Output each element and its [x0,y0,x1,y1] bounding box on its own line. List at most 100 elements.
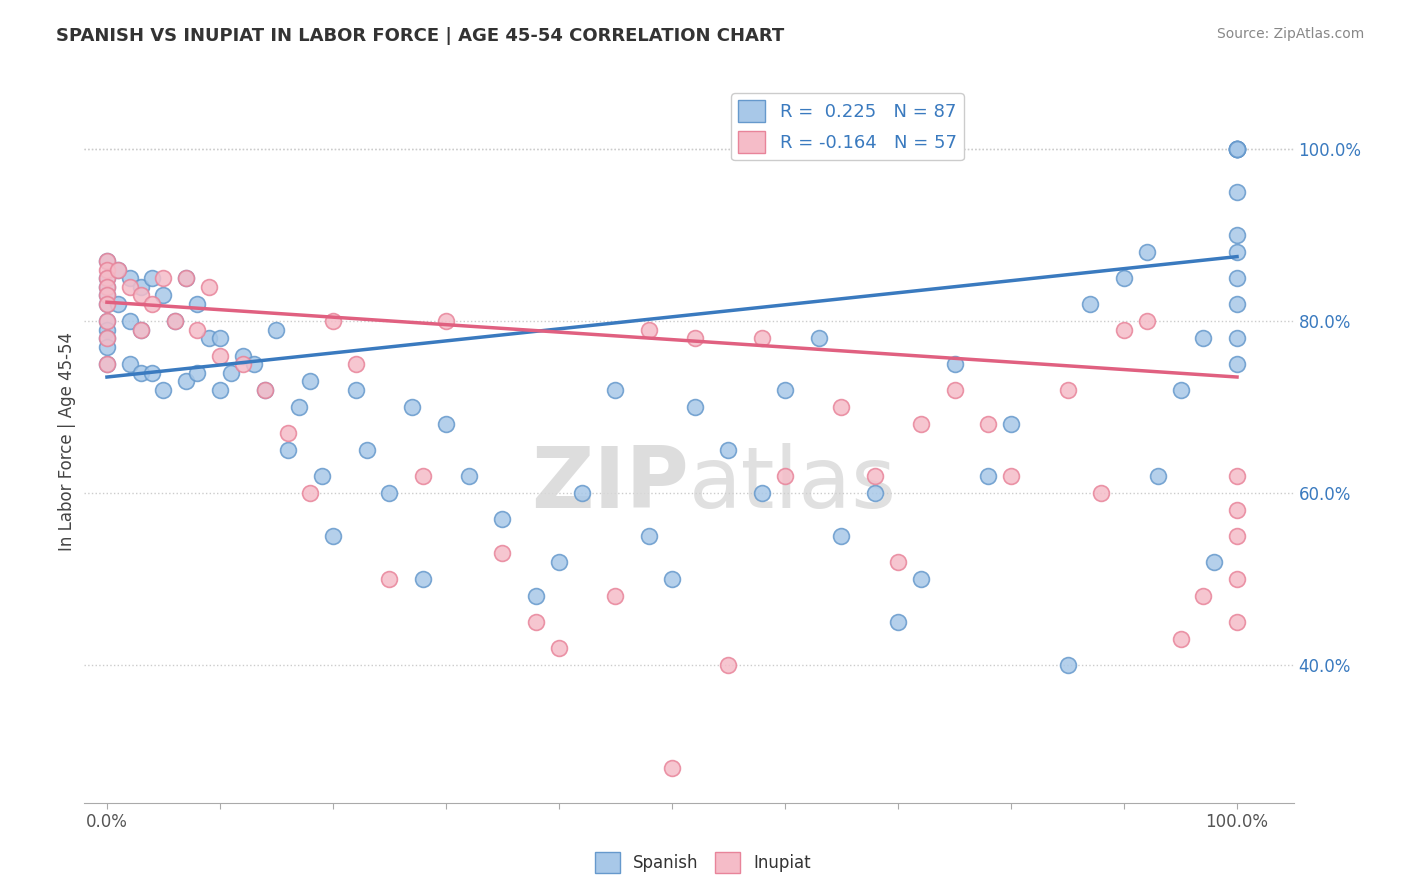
Point [107,262,129,277]
Point [683,400,706,414]
Point [977,417,1000,432]
Point [96,253,118,268]
Point [96,314,118,328]
Point [356,443,378,458]
Point [548,555,571,569]
Point [107,262,129,277]
Text: SPANISH VS INUPIAT IN LABOR FORCE | AGE 45-54 CORRELATION CHART: SPANISH VS INUPIAT IN LABOR FORCE | AGE … [56,27,785,45]
Point [524,590,547,604]
Point [96,331,118,345]
Point [773,469,796,483]
Point [1226,572,1249,586]
Point [288,400,311,414]
Point [219,366,242,380]
Point [96,271,118,285]
Point [96,279,118,293]
Point [1056,658,1078,673]
Point [434,314,457,328]
Point [322,529,344,543]
Point [1226,297,1249,311]
Point [96,271,118,285]
Point [1204,555,1226,569]
Point [412,572,434,586]
Point [865,469,887,483]
Point [96,357,118,371]
Point [1056,383,1078,397]
Point [299,375,322,389]
Point [152,288,174,302]
Point [751,486,773,500]
Point [254,383,277,397]
Point [1226,271,1249,285]
Point [118,271,141,285]
Text: Source: ZipAtlas.com: Source: ZipAtlas.com [1216,27,1364,41]
Point [141,366,163,380]
Point [1170,383,1192,397]
Point [977,469,1000,483]
Point [1226,142,1249,156]
Point [571,486,593,500]
Point [243,357,266,371]
Point [683,331,706,345]
Point [807,331,830,345]
Point [1170,632,1192,647]
Point [96,262,118,277]
Point [163,314,186,328]
Point [174,375,197,389]
Point [1226,245,1249,260]
Point [1226,615,1249,630]
Point [1226,142,1249,156]
Point [378,486,401,500]
Point [1112,271,1135,285]
Point [344,383,367,397]
Point [1136,245,1159,260]
Point [751,331,773,345]
Point [661,572,683,586]
Point [152,271,174,285]
Point [141,271,163,285]
Point [96,288,118,302]
Point [661,761,683,775]
Point [910,417,932,432]
Point [491,546,513,560]
Point [887,555,910,569]
Point [638,323,661,337]
Point [1226,503,1249,517]
Point [299,486,322,500]
Point [1226,185,1249,199]
Point [118,314,141,328]
Point [605,383,627,397]
Point [129,288,152,302]
Point [1226,469,1249,483]
Point [1000,417,1022,432]
Point [208,331,231,345]
Point [524,615,547,630]
Point [1226,357,1249,371]
Text: atlas: atlas [689,443,897,526]
Point [1136,314,1159,328]
Point [96,297,118,311]
Point [638,529,661,543]
Point [717,658,740,673]
Point [943,357,966,371]
Point [434,417,457,432]
Point [163,314,186,328]
Point [1000,469,1022,483]
Point [831,529,853,543]
Point [232,357,254,371]
Point [344,357,367,371]
Point [208,383,231,397]
Point [129,323,152,337]
Point [1078,297,1101,311]
Point [96,288,118,302]
Point [910,572,932,586]
Point [96,323,118,337]
Point [1192,590,1215,604]
Legend: Spanish, Inupiat: Spanish, Inupiat [588,846,818,880]
Point [605,590,627,604]
Point [254,383,277,397]
Point [96,297,118,311]
Point [96,314,118,328]
Point [1226,142,1249,156]
Point [311,469,333,483]
